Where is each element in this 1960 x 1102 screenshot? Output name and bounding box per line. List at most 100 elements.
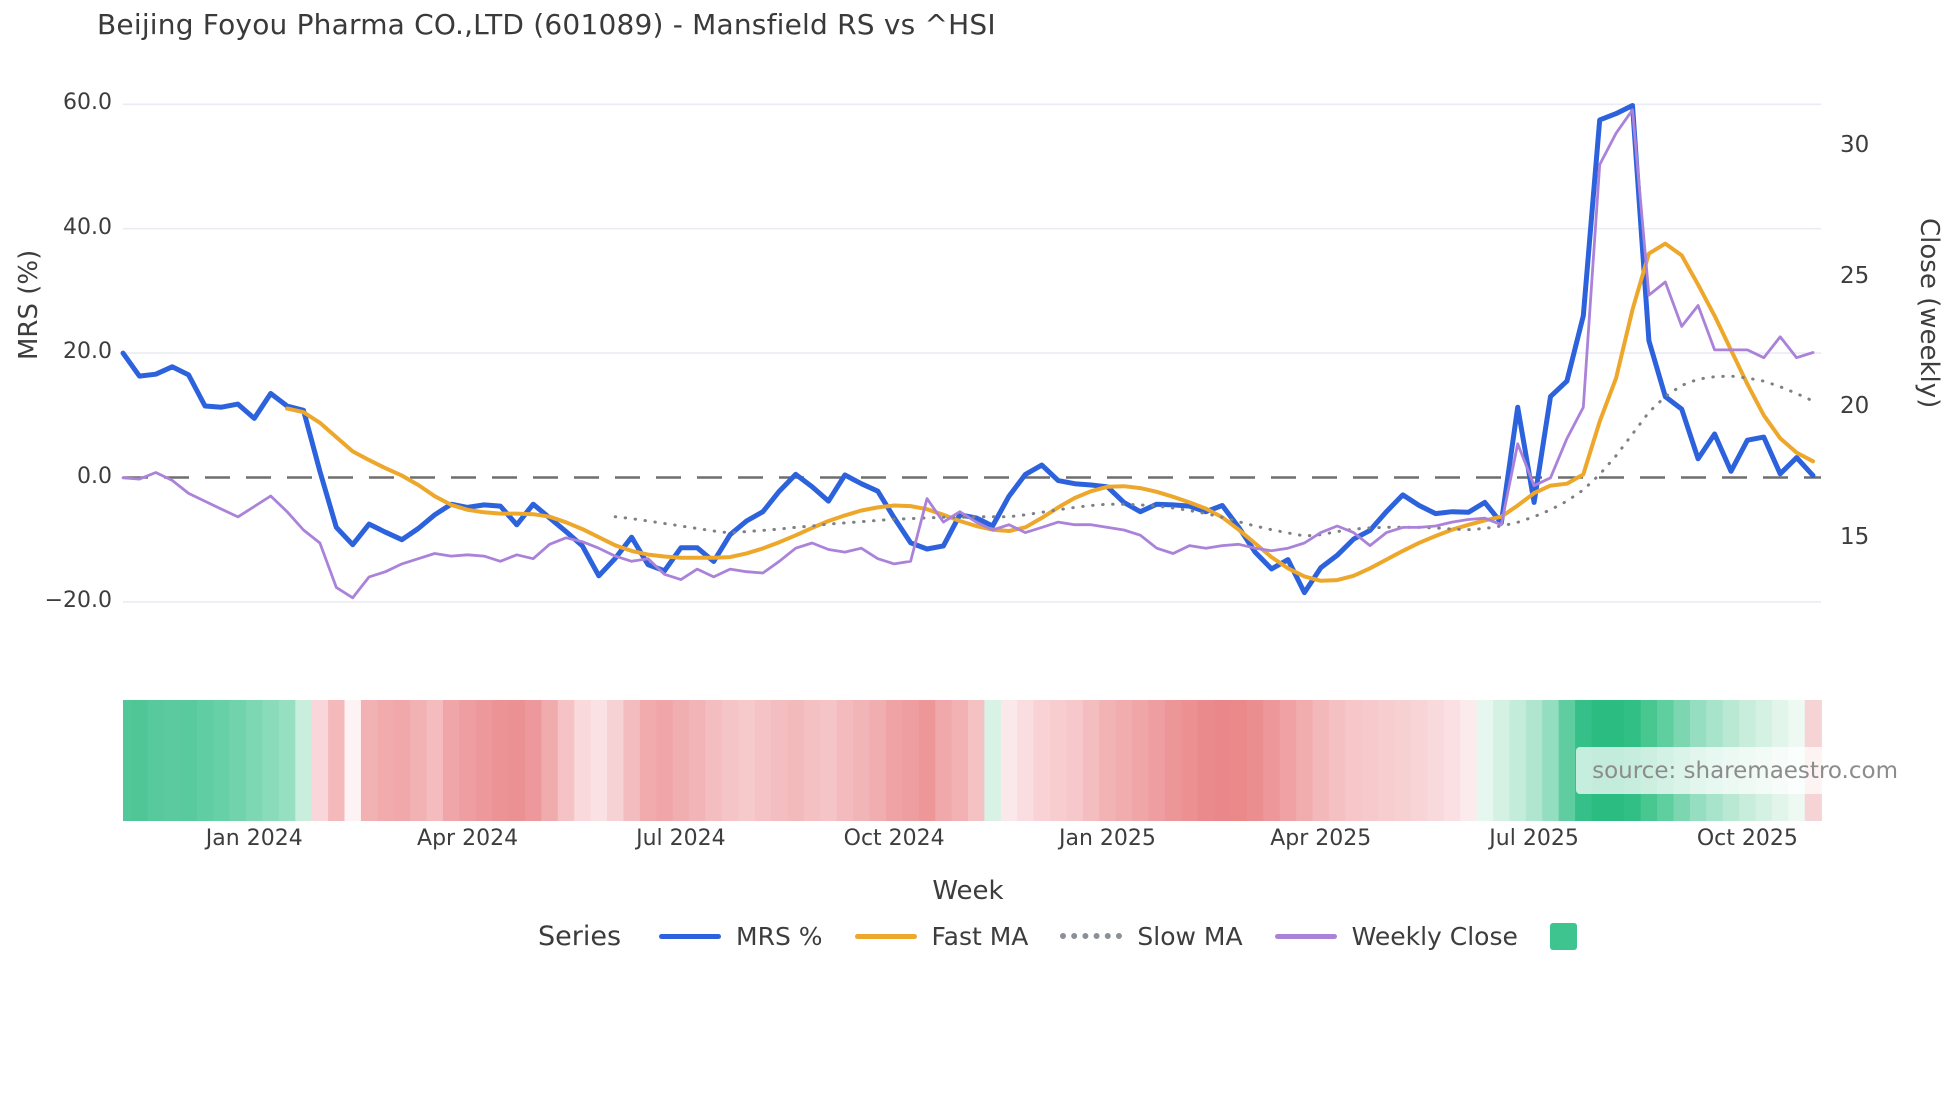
heatmap-cell <box>278 700 296 821</box>
heatmap-cell <box>1558 700 1576 821</box>
heatmap-cell <box>196 700 214 821</box>
heatmap-cell <box>771 700 789 821</box>
heatmap-cell <box>623 700 641 821</box>
heatmap-cell <box>902 700 920 821</box>
heatmap-cell <box>853 700 871 821</box>
x-tick-label: Jan 2025 <box>1059 826 1156 851</box>
heatmap-cell <box>1279 700 1297 821</box>
heatmap-cell <box>1017 700 1035 821</box>
heatmap-cell <box>885 700 904 821</box>
heatmap-cell <box>738 700 756 821</box>
left-axis-title: MRS (%) <box>14 249 44 360</box>
heatmap-cell <box>410 700 428 821</box>
chart-title: Beijing Foyou Pharma CO.,LTD (601089) - … <box>97 8 996 41</box>
legend-title: Series <box>538 920 622 952</box>
left-tick-label: 60.0 <box>63 90 112 116</box>
heatmap-cell <box>820 700 838 821</box>
heatmap-cell <box>754 700 772 821</box>
legend-label-slow-ma: Slow MA <box>1137 921 1243 951</box>
heatmap-cell <box>721 700 739 821</box>
heatmap-cell <box>1296 700 1314 821</box>
heatmap-cell <box>918 700 936 821</box>
right-tick-label: 15 <box>1840 523 1870 550</box>
heatmap-cell <box>574 700 592 821</box>
left-tick-label: −20.0 <box>44 587 112 613</box>
heatmap-swatch-icon <box>1549 922 1577 950</box>
heatmap-cell <box>180 700 198 821</box>
x-axis-title: Week <box>932 876 1004 906</box>
heatmap-cell <box>1525 700 1543 821</box>
legend-item-mrs: MRS % <box>659 922 823 951</box>
right-tick-label: 30 <box>1840 132 1870 159</box>
heatmap-cell <box>1082 700 1100 821</box>
heatmap-cell <box>1099 700 1117 821</box>
weekly-close-line-swatch-icon <box>1274 933 1337 939</box>
heatmap-cell <box>1460 700 1478 821</box>
heatmap-cell <box>968 700 986 821</box>
heatmap-cell <box>1033 700 1051 821</box>
heatmap-cell <box>1132 700 1150 821</box>
heatmap-cell <box>656 700 674 821</box>
heatmap-cell <box>1115 700 1133 821</box>
heatmap-cell <box>1493 700 1511 821</box>
legend-item-weekly-close: Weekly Close <box>1274 921 1518 951</box>
heatmap-cell <box>1050 700 1068 821</box>
heatmap-cell <box>459 700 477 821</box>
legend-label-mrs: MRS % <box>736 921 823 951</box>
heatmap-cell <box>557 700 575 821</box>
left-tick-label: 20.0 <box>63 339 112 365</box>
heatmap-cell <box>164 700 182 821</box>
heatmap-cell <box>344 700 362 821</box>
heatmap-cell <box>123 700 132 821</box>
heatmap-cell <box>393 700 411 821</box>
heatmap-cell <box>426 700 444 821</box>
heatmap-cell <box>869 700 887 821</box>
heatmap-cell <box>689 700 707 821</box>
heatmap-cell <box>311 700 329 821</box>
heatmap-cell <box>377 700 395 821</box>
weekly-close-line <box>121 108 1815 600</box>
heatmap-cell <box>1509 700 1527 821</box>
heatmap-cell <box>639 700 657 821</box>
heatmap-cell <box>1443 700 1461 821</box>
heatmap-cell <box>1000 700 1018 821</box>
heatmap-cell <box>1427 700 1445 821</box>
heatmap-cell <box>475 700 493 821</box>
source-watermark: source: sharemaestro.com <box>1576 747 1908 794</box>
heatmap-cell <box>1148 700 1166 821</box>
x-tick-label: Jul 2025 <box>1489 826 1579 851</box>
heatmap-cell <box>1345 700 1363 821</box>
heatmap-cell <box>1328 700 1347 821</box>
x-tick-label: Apr 2024 <box>417 826 519 851</box>
slow-ma-dotted-swatch-icon <box>1060 933 1123 939</box>
left-tick-label: 0.0 <box>77 463 112 489</box>
heatmap-cell <box>1214 700 1232 821</box>
legend-label-weekly-close: Weekly Close <box>1351 921 1518 951</box>
source-watermark-text: source: sharemaestro.com <box>1592 757 1898 784</box>
heatmap-cell <box>1394 700 1412 821</box>
heatmap-cell <box>607 700 625 821</box>
heatmap-cell <box>836 700 854 821</box>
heatmap-cell <box>246 700 264 821</box>
heatmap-cell <box>1230 700 1248 821</box>
heatmap-cell <box>803 700 822 821</box>
heatmap-cell <box>787 700 805 821</box>
heatmap-cell <box>131 700 149 821</box>
heatmap-cell <box>935 700 953 821</box>
heatmap-cell <box>1181 700 1199 821</box>
legend-item-fast-ma: Fast MA <box>854 921 1029 951</box>
x-tick-label: Jul 2024 <box>636 826 726 851</box>
heatmap-cell <box>229 700 247 821</box>
x-tick-label: Apr 2025 <box>1270 826 1372 851</box>
heatmap-cell <box>1476 700 1494 821</box>
legend-item-slow-ma: Slow MA <box>1060 921 1243 951</box>
legend-label-fast-ma: Fast MA <box>931 921 1029 951</box>
fast-ma-line <box>285 241 1815 583</box>
mrs-line <box>120 103 1816 596</box>
heatmap-cell <box>951 700 969 821</box>
heatmap-cell <box>328 700 346 821</box>
heatmap-cell <box>213 700 231 821</box>
heatmap-cell <box>295 700 313 821</box>
slow-ma-line <box>613 374 1815 538</box>
